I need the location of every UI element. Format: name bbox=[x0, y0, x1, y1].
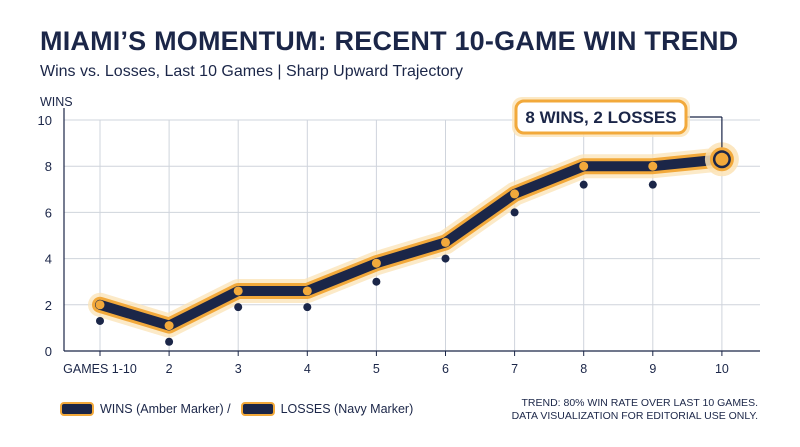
legend-label-wins: WINS (Amber Marker) / bbox=[100, 402, 231, 416]
legend-label-losses: LOSSES (Navy Marker) bbox=[280, 402, 414, 416]
y-tick-labels: 0 2 4 6 8 10 bbox=[38, 113, 52, 359]
callout-box bbox=[514, 99, 688, 135]
wins-line-glow bbox=[88, 147, 734, 338]
legend-item-wins: WINS (Amber Marker) / bbox=[60, 402, 231, 416]
y-tick-label: 6 bbox=[45, 205, 52, 220]
win-marker bbox=[579, 161, 589, 171]
loss-marker bbox=[579, 180, 588, 189]
win-marker bbox=[715, 152, 729, 166]
legend-swatch-wins bbox=[60, 402, 94, 416]
x-tick-label: 3 bbox=[235, 362, 242, 376]
win-marker bbox=[441, 237, 450, 247]
y-tick-label: 0 bbox=[45, 344, 52, 359]
loss-marker bbox=[303, 303, 312, 312]
win-marker bbox=[510, 189, 520, 199]
callout-annotation: 8 WINS, 2 LOSSES bbox=[512, 97, 723, 148]
loss-marker bbox=[165, 337, 174, 346]
win-marker bbox=[233, 286, 243, 296]
win-marker bbox=[302, 286, 312, 296]
y-tick-label: 8 bbox=[45, 159, 52, 174]
legend-swatch-losses bbox=[240, 402, 275, 416]
x-tick-label: 2 bbox=[166, 362, 173, 376]
x-tick-label: 5 bbox=[373, 362, 380, 376]
callout-text: 8 WINS, 2 LOSSES bbox=[525, 108, 676, 127]
x-tick-label: 4 bbox=[304, 362, 311, 376]
loss-marker bbox=[96, 316, 104, 325]
x-tick-label: 8 bbox=[580, 362, 587, 376]
chart-subtitle: Wins vs. Losses, Last 10 Games | Sharp U… bbox=[40, 63, 463, 80]
x-tick-label: 10 bbox=[715, 362, 729, 376]
y-tick-label: 10 bbox=[38, 113, 52, 128]
chart-title: MIAMI’S MOMENTUM: RECENT 10-GAME WIN TRE… bbox=[40, 26, 739, 56]
x-tick-label: 9 bbox=[649, 362, 656, 376]
win-marker bbox=[164, 321, 174, 331]
x-tick-label: 6 bbox=[442, 362, 449, 376]
loss-marker bbox=[372, 277, 381, 286]
footnote: TREND: 80% WIN RATE OVER LAST 10 GAMES. … bbox=[512, 397, 758, 422]
wins-line bbox=[95, 154, 727, 331]
x-tick-label: 7 bbox=[511, 362, 518, 376]
loss-marker bbox=[510, 208, 519, 217]
footnote-line-2: DATA VISUALIZATION FOR EDITORIAL USE ONL… bbox=[511, 409, 758, 422]
loss-marker bbox=[648, 180, 657, 189]
win-marker bbox=[371, 258, 381, 268]
legend: WINS (Amber Marker) / LOSSES (Navy Marke… bbox=[60, 402, 423, 416]
y-tick-label: 4 bbox=[45, 252, 52, 267]
x-tick-labels: GAMES 1-10 2 3 4 5 6 7 8 9 10 bbox=[63, 351, 729, 376]
footnote-line-1: TREND: 80% WIN RATE OVER LAST 10 GAMES. bbox=[521, 397, 758, 409]
x-tick-label: GAMES 1-10 bbox=[63, 362, 137, 376]
win-marker bbox=[648, 161, 658, 171]
loss-marker bbox=[441, 254, 450, 263]
y-tick-label: 2 bbox=[45, 298, 52, 313]
legend-item-losses: LOSSES (Navy Marker) bbox=[240, 402, 414, 416]
loss-marker bbox=[234, 303, 243, 312]
y-axis-label: WINS bbox=[40, 95, 73, 109]
win-marker bbox=[95, 300, 105, 310]
series-layer bbox=[88, 142, 739, 346]
